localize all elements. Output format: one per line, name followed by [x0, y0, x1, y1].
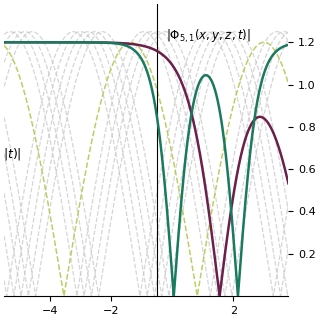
Text: $|t)|$: $|t)|$ — [3, 146, 22, 162]
Text: $|\Phi_{5,1}(x,y,z,t)|$: $|\Phi_{5,1}(x,y,z,t)|$ — [166, 28, 251, 45]
